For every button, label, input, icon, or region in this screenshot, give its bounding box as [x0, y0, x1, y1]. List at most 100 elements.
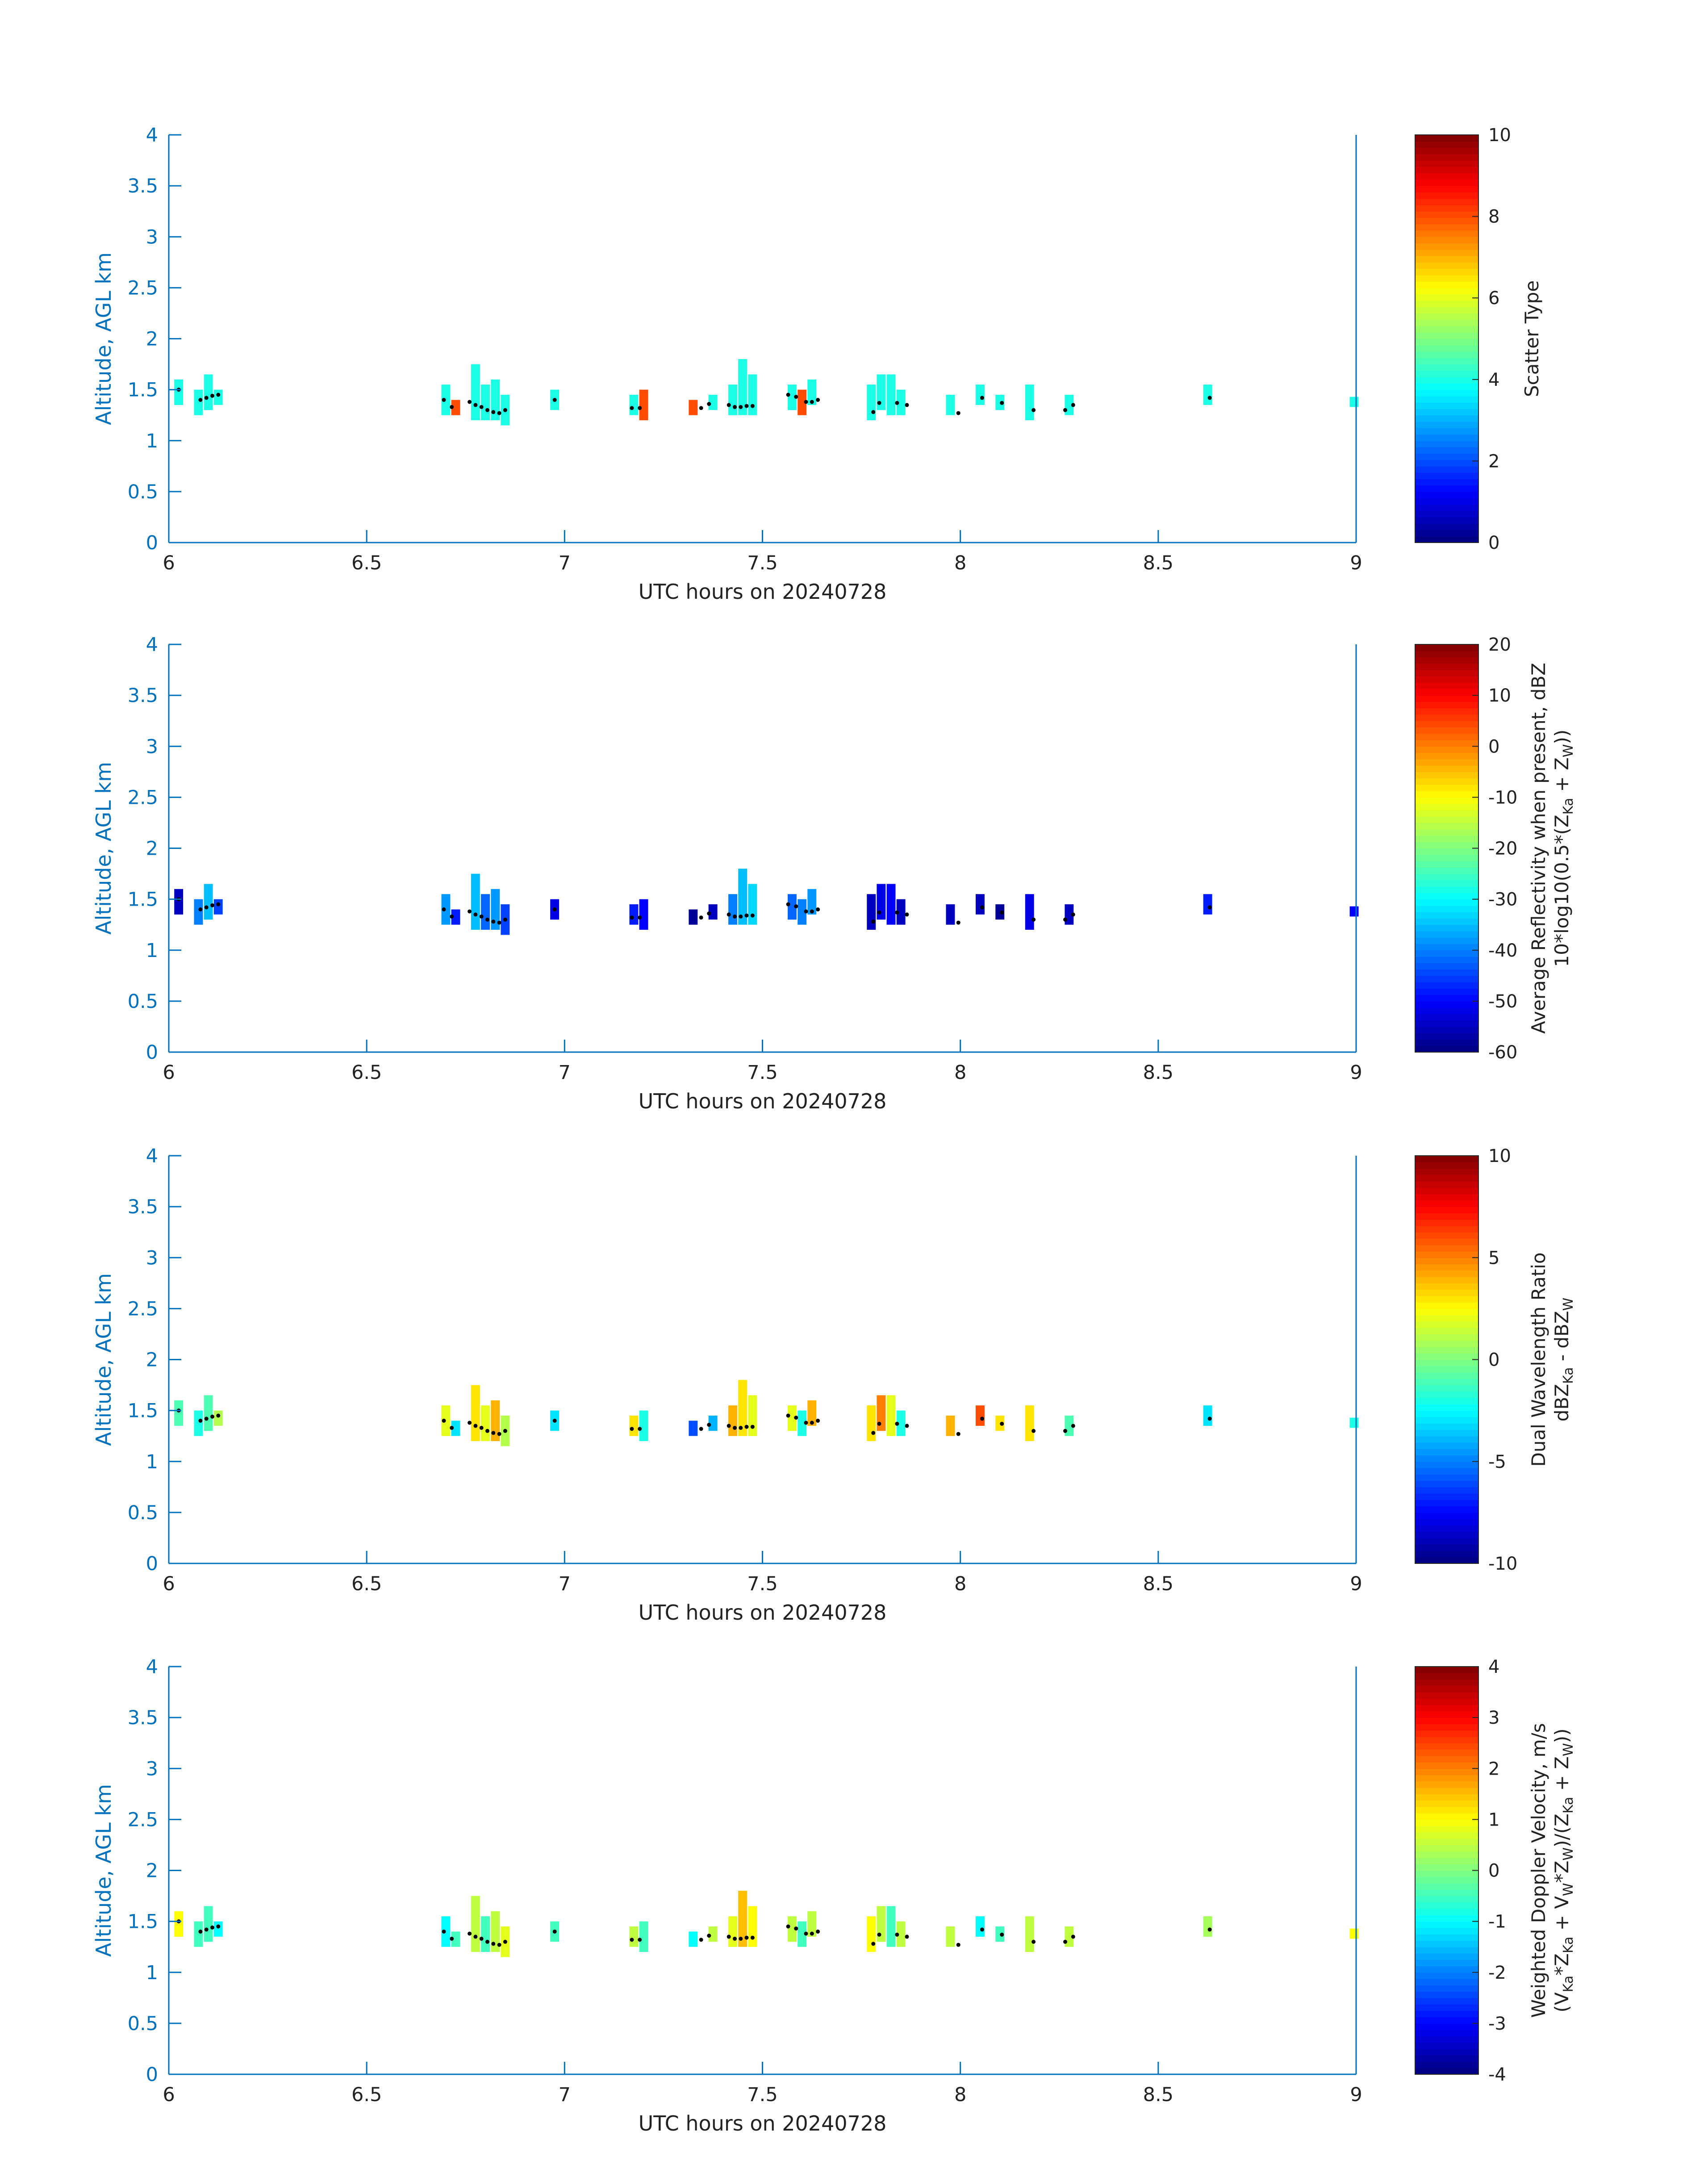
data-cell	[886, 1395, 896, 1436]
colorbar-swatch	[1415, 1705, 1478, 1712]
data-cell	[481, 1916, 490, 1952]
colorbar: -10 -5 0 5 10 Dual Wavelength Ratio dBZKa - dB…	[1415, 1146, 1576, 1574]
colorbar-swatch	[1415, 1544, 1478, 1551]
colorbar-swatch	[1415, 1819, 1478, 1826]
y-tick-label: 1	[146, 1451, 158, 1473]
colorbar-swatch	[1415, 345, 1478, 352]
colorbar-label-line: 10*log10(0.5*(ZKa + ZW))	[1551, 730, 1576, 967]
x-tick-label: 8.5	[1143, 2084, 1173, 2106]
panel-3: 0 0.5 1 1.5 2 2.5 3 3.5 4 6 6.5 7 7.5 8 8.5 9 UTC hours …	[92, 1145, 1576, 1625]
cloud-base-point	[871, 1942, 876, 1946]
colorbar-swatch	[1415, 861, 1478, 868]
colorbar-label-line: Scatter Type	[1521, 280, 1543, 397]
x-tick-label: 7	[559, 1061, 571, 1084]
cloud-base-point	[1000, 1932, 1004, 1937]
cloud-base-point	[810, 400, 814, 404]
colorbar-swatch	[1415, 332, 1478, 339]
colorbar-swatch	[1415, 1449, 1478, 1456]
colorbar-swatch	[1415, 1806, 1478, 1813]
colorbar-swatch	[1415, 1385, 1478, 1392]
colorbar: -60 -50 -40 -30 -20 -10 0 10 20 Average Reflectiv…	[1415, 635, 1576, 1063]
colorbar-swatch	[1415, 1156, 1478, 1162]
colorbar-swatch	[1415, 1283, 1478, 1290]
cloud-base-point	[794, 1416, 798, 1420]
y-tick-label: 1	[146, 940, 158, 962]
data-cell	[896, 1410, 906, 1436]
cloud-base-point	[198, 1418, 203, 1423]
colorbar: 0 2 4 6 8 10 Scatter Type	[1415, 125, 1543, 553]
cloud-base-point	[1063, 1429, 1067, 1433]
x-tick-label: 6.5	[351, 552, 382, 574]
colorbar-swatch	[1415, 517, 1478, 524]
data-cell	[491, 1911, 500, 1952]
colorbar-swatch	[1415, 714, 1478, 721]
cloud-base-point	[198, 398, 203, 402]
colorbar-swatch	[1415, 1264, 1478, 1271]
data-cell	[204, 1906, 213, 1942]
data-cell	[1025, 894, 1034, 930]
cloud-base-point	[552, 1418, 557, 1423]
label-text: *Z	[1551, 1860, 1573, 1883]
cloud-base-point	[744, 913, 749, 918]
label-text: )/(Z	[1551, 1813, 1573, 1847]
colorbar-swatch	[1415, 1020, 1478, 1027]
colorbar-swatch	[1415, 1839, 1478, 1846]
colorbar-swatch	[1415, 1245, 1478, 1252]
x-axis-label: UTC hours on 20240728	[639, 1600, 887, 1625]
cloud-base-point	[699, 1938, 703, 1942]
data-cell	[728, 894, 737, 925]
colorbar-swatch	[1415, 689, 1478, 696]
colorbar-swatch	[1415, 2048, 1478, 2056]
colorbar-swatch	[1415, 810, 1478, 817]
cloud-base-point	[739, 405, 743, 409]
data-cell	[174, 1400, 184, 1426]
cloud-base-point	[786, 393, 790, 397]
data-cell	[867, 894, 876, 930]
colorbar-swatch	[1415, 154, 1478, 161]
colorbar-swatch	[1415, 313, 1478, 320]
data-cell	[174, 1911, 184, 1937]
colorbar-tick-label: -40	[1488, 940, 1517, 961]
cloud-base-point	[552, 398, 557, 402]
data-cell	[798, 389, 807, 415]
colorbar-swatch	[1415, 1168, 1478, 1175]
label-text: + Z	[1551, 757, 1573, 798]
colorbar-swatch	[1415, 1902, 1478, 1909]
colorbar-swatch	[1415, 307, 1478, 314]
cloud-base-point	[744, 1425, 749, 1429]
colorbar-swatch	[1415, 1001, 1478, 1008]
cloud-base-point	[630, 1938, 634, 1942]
data-cell	[1025, 384, 1034, 421]
data-cell	[738, 869, 748, 925]
colorbar-swatch	[1415, 205, 1478, 212]
y-axis-label: Altitude, AGL km	[92, 1273, 116, 1446]
data-cell	[896, 389, 906, 415]
colorbar-swatch	[1415, 230, 1478, 237]
colorbar-swatch	[1415, 803, 1478, 811]
data-cell	[867, 1916, 876, 1952]
cloud-base-point	[1063, 917, 1067, 922]
colorbar-swatch	[1415, 1039, 1478, 1046]
y-axis-label: Altitude, AGL km	[92, 252, 116, 425]
colorbar-tick-label: -10	[1488, 1554, 1517, 1574]
cloud-base-point	[468, 400, 472, 404]
x-tick-label: 6	[163, 552, 175, 574]
data-cell	[877, 374, 886, 410]
data-cell	[204, 884, 213, 920]
y-tick-label: 3.5	[128, 1196, 158, 1218]
cloud-base-point	[786, 902, 790, 907]
colorbar-tick-label: -50	[1488, 991, 1517, 1012]
colorbar-swatch	[1415, 1519, 1478, 1526]
data-cell	[451, 1931, 460, 1947]
colorbar-swatch	[1415, 994, 1478, 1002]
cloud-base-point	[750, 1425, 755, 1429]
cloud-base-point	[1000, 401, 1004, 405]
colorbar-swatch	[1415, 421, 1478, 428]
cloud-base-point	[204, 905, 209, 910]
cloud-base-point	[468, 1931, 472, 1936]
colorbar-swatch	[1415, 2068, 1478, 2075]
colorbar-tick-label: 10	[1488, 125, 1511, 146]
cloud-base-point	[794, 395, 798, 399]
colorbar-swatch	[1415, 829, 1478, 836]
colorbar-swatch	[1415, 396, 1478, 403]
